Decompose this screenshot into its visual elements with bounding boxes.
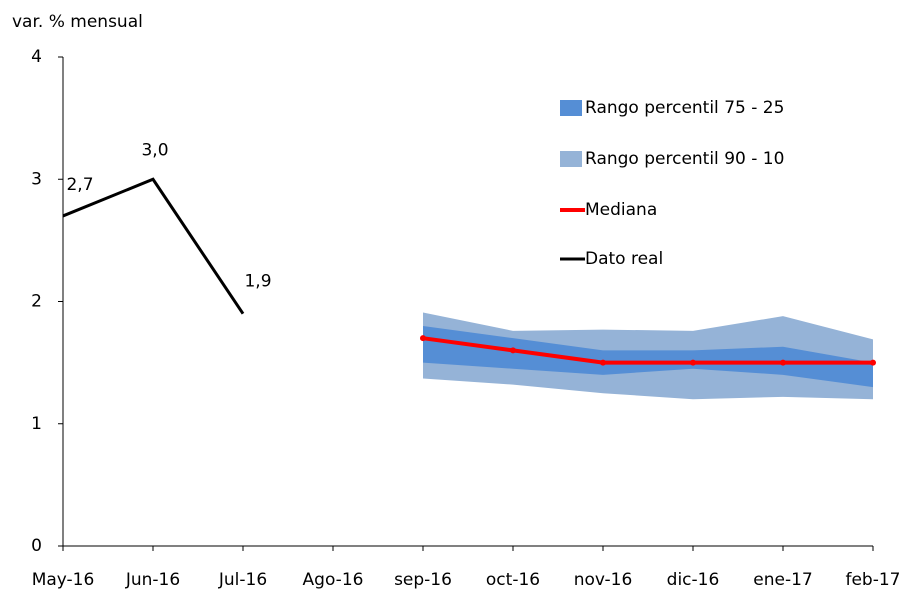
data-label: 1,9 xyxy=(244,272,271,292)
data-label: 2,7 xyxy=(66,175,93,195)
x-tick-label: nov-16 xyxy=(574,570,633,590)
data-label: 3,0 xyxy=(141,140,168,160)
y-tick-label: 0 xyxy=(31,536,42,556)
y-tick-label: 2 xyxy=(31,292,42,312)
marker xyxy=(600,359,606,366)
y-tick-label: 3 xyxy=(31,169,42,189)
marker xyxy=(690,359,696,366)
x-tick-label: sep-16 xyxy=(394,570,452,590)
legend-label: Mediana xyxy=(585,200,657,220)
x-tick-label: feb-17 xyxy=(845,570,900,590)
x-tick-label: ene-17 xyxy=(753,570,812,590)
x-tick-label: Ago-16 xyxy=(303,570,364,590)
band xyxy=(423,325,873,388)
marker xyxy=(420,335,426,342)
marker xyxy=(870,359,876,366)
legend-label: Rango percentil 90 - 10 xyxy=(585,149,784,169)
legend-swatch xyxy=(560,151,582,167)
marker xyxy=(510,347,516,354)
x-tick-label: Jun-16 xyxy=(125,570,180,590)
line xyxy=(62,177,245,315)
x-tick-label: dic-16 xyxy=(667,570,720,590)
x-tick-label: oct-16 xyxy=(486,570,540,590)
legend-label: Dato real xyxy=(585,249,663,269)
x-tick-label: May-16 xyxy=(32,570,95,590)
marker xyxy=(780,359,786,366)
legend-label: Rango percentil 75 - 25 xyxy=(585,98,784,118)
y-tick-label: 1 xyxy=(31,414,42,434)
y-tick-label: 4 xyxy=(31,47,42,67)
legend-swatch xyxy=(560,100,582,116)
x-tick-label: Jul-16 xyxy=(218,570,267,590)
y-axis-label: var. % mensual xyxy=(12,12,143,32)
line xyxy=(422,336,873,365)
